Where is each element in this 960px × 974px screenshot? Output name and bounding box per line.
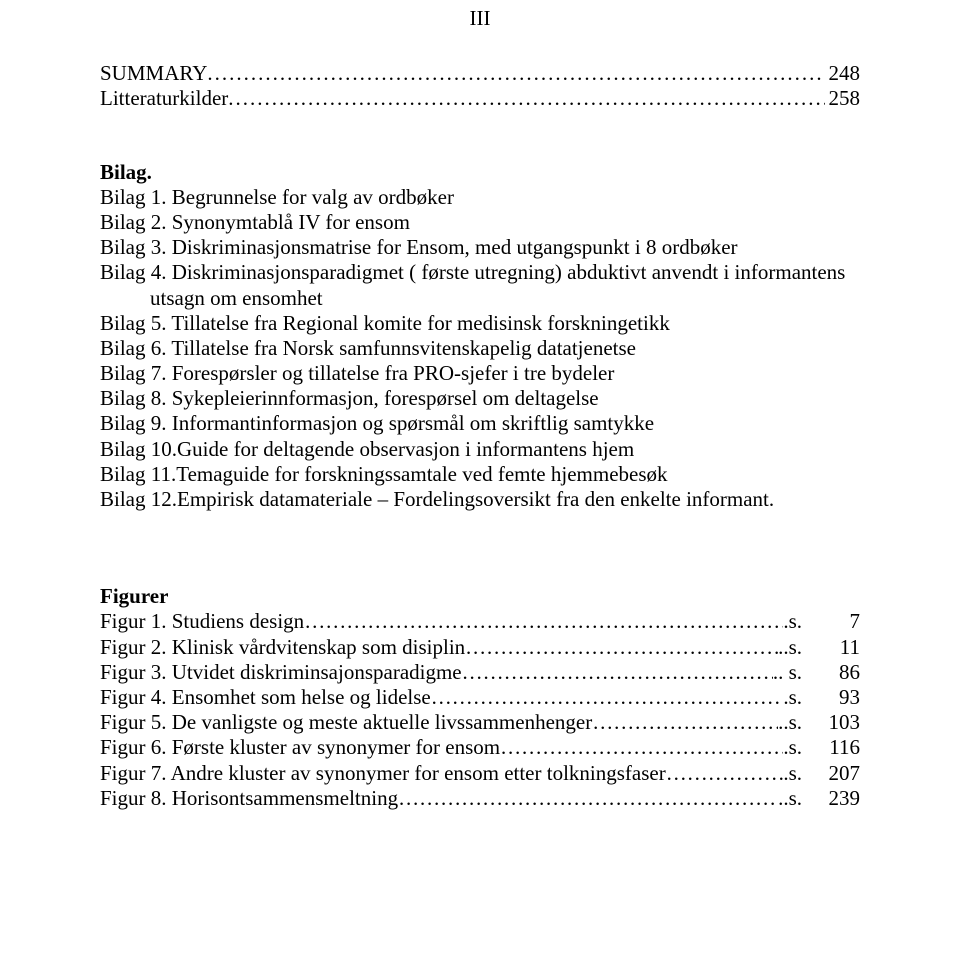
figur-label: Figur 6. Første kluster av synonymer for…	[100, 735, 500, 760]
figur-suffix: .s.	[783, 685, 806, 710]
figurer-heading: Figurer	[100, 584, 860, 609]
figur-label: Figur 2. Klinisk vårdvitenskap som disip…	[100, 635, 465, 660]
figur-dots: ……………………………………………………………………………………………………	[666, 761, 784, 786]
figur-suffix: .s.	[783, 735, 806, 760]
bilag-line: Bilag 6. Tillatelse fra Norsk samfunnsvi…	[100, 336, 860, 361]
bilag-line: Bilag 5. Tillatelse fra Regional komite …	[100, 311, 860, 336]
figur-label: Figur 3. Utvidet diskriminsajonsparadigm…	[100, 660, 462, 685]
figur-page: 7	[806, 609, 860, 634]
figur-page: 103	[806, 710, 860, 735]
figur-page: 207	[806, 761, 860, 786]
bilag-line: Bilag 7. Forespørsler og tillatelse fra …	[100, 361, 860, 386]
figur-row: Figur 2. Klinisk vårdvitenskap som disip…	[100, 635, 860, 660]
figur-suffix: .s.	[783, 761, 806, 786]
bilag-line: Bilag 3. Diskriminasjonsmatrise for Enso…	[100, 235, 860, 260]
figur-row: Figur 5. De vanligste og meste aktuelle …	[100, 710, 860, 735]
toc-label: Litteraturkilder	[100, 86, 228, 111]
figur-row: Figur 3. Utvidet diskriminsajonsparadigm…	[100, 660, 860, 685]
bilag-line: Bilag 8. Sykepleierinnformasjon, forespø…	[100, 386, 860, 411]
bilag-line: Bilag 11.Temaguide for forskningssamtale…	[100, 462, 860, 487]
figur-label: Figur 7. Andre kluster av synonymer for …	[100, 761, 666, 786]
bilag-line: Bilag 10.Guide for deltagende observasjo…	[100, 437, 860, 462]
figur-page: 93	[806, 685, 860, 710]
figur-row: Figur 8. Horisontsammensmeltning………………………	[100, 786, 860, 811]
bilag-line: utsagn om ensomhet	[100, 286, 860, 311]
figur-suffix: ..s.	[778, 635, 806, 660]
figur-dots: ……………………………………………………………………………………………………	[592, 710, 778, 735]
figur-row: Figur 1. Studiens design……………………………………………	[100, 609, 860, 634]
document-page: III SUMMARY ............................…	[0, 0, 960, 974]
figur-page: 116	[806, 735, 860, 760]
figurer-list: Figur 1. Studiens design……………………………………………	[100, 609, 860, 811]
spacer	[100, 512, 860, 536]
bilag-line: Bilag 1. Begrunnelse for valg av ordbøke…	[100, 185, 860, 210]
spacer	[100, 112, 860, 136]
figur-suffix: ..s.	[778, 710, 806, 735]
page-number-top: III	[100, 0, 860, 31]
bilag-line: Bilag 4. Diskriminasjonsparadigmet ( før…	[100, 260, 860, 285]
figur-row: Figur 4. Ensomhet som helse og lidelse………	[100, 685, 860, 710]
figur-dots: ……………………………………………………………………………………………………	[462, 660, 773, 685]
figur-row: Figur 6. Første kluster av synonymer for…	[100, 735, 860, 760]
bilag-line: Bilag 9. Informantinformasjon og spørsmå…	[100, 411, 860, 436]
figur-dots: ……………………………………………………………………………………………………	[304, 609, 783, 634]
figur-dots: ……………………………………………………………………………………………………	[465, 635, 778, 660]
figur-row: Figur 7. Andre kluster av synonymer for …	[100, 761, 860, 786]
toc-label: SUMMARY	[100, 61, 207, 86]
figur-dots: ……………………………………………………………………………………………………	[500, 735, 783, 760]
figur-label: Figur 1. Studiens design	[100, 609, 304, 634]
figur-suffix: ..s.	[778, 786, 806, 811]
bilag-line: Bilag 12.Empirisk datamateriale – Fordel…	[100, 487, 860, 512]
figur-label: Figur 4. Ensomhet som helse og lidelse	[100, 685, 431, 710]
figur-dots: ……………………………………………………………………………………………………	[398, 786, 778, 811]
toc-dots: ........................................…	[207, 61, 824, 86]
toc-page: 258	[825, 86, 861, 111]
toc-entry-litteraturkilder: Litteraturkilder .......................…	[100, 86, 860, 111]
bilag-list: Bilag 1. Begrunnelse for valg av ordbøke…	[100, 185, 860, 512]
figur-label: Figur 8. Horisontsammensmeltning	[100, 786, 398, 811]
bilag-line: Bilag 2. Synonymtablå IV for ensom	[100, 210, 860, 235]
toc-page: 248	[825, 61, 861, 86]
figur-suffix: .. s.	[773, 660, 806, 685]
figur-suffix: .s.	[783, 609, 806, 634]
figur-page: 11	[806, 635, 860, 660]
bilag-heading: Bilag.	[100, 160, 860, 185]
figur-page: 86	[806, 660, 860, 685]
figur-page: 239	[806, 786, 860, 811]
spacer	[100, 536, 860, 560]
figur-dots: ……………………………………………………………………………………………………	[431, 685, 784, 710]
toc-dots: ........................................…	[228, 86, 824, 111]
figur-label: Figur 5. De vanligste og meste aktuelle …	[100, 710, 592, 735]
toc-entry-summary: SUMMARY ................................…	[100, 61, 860, 86]
